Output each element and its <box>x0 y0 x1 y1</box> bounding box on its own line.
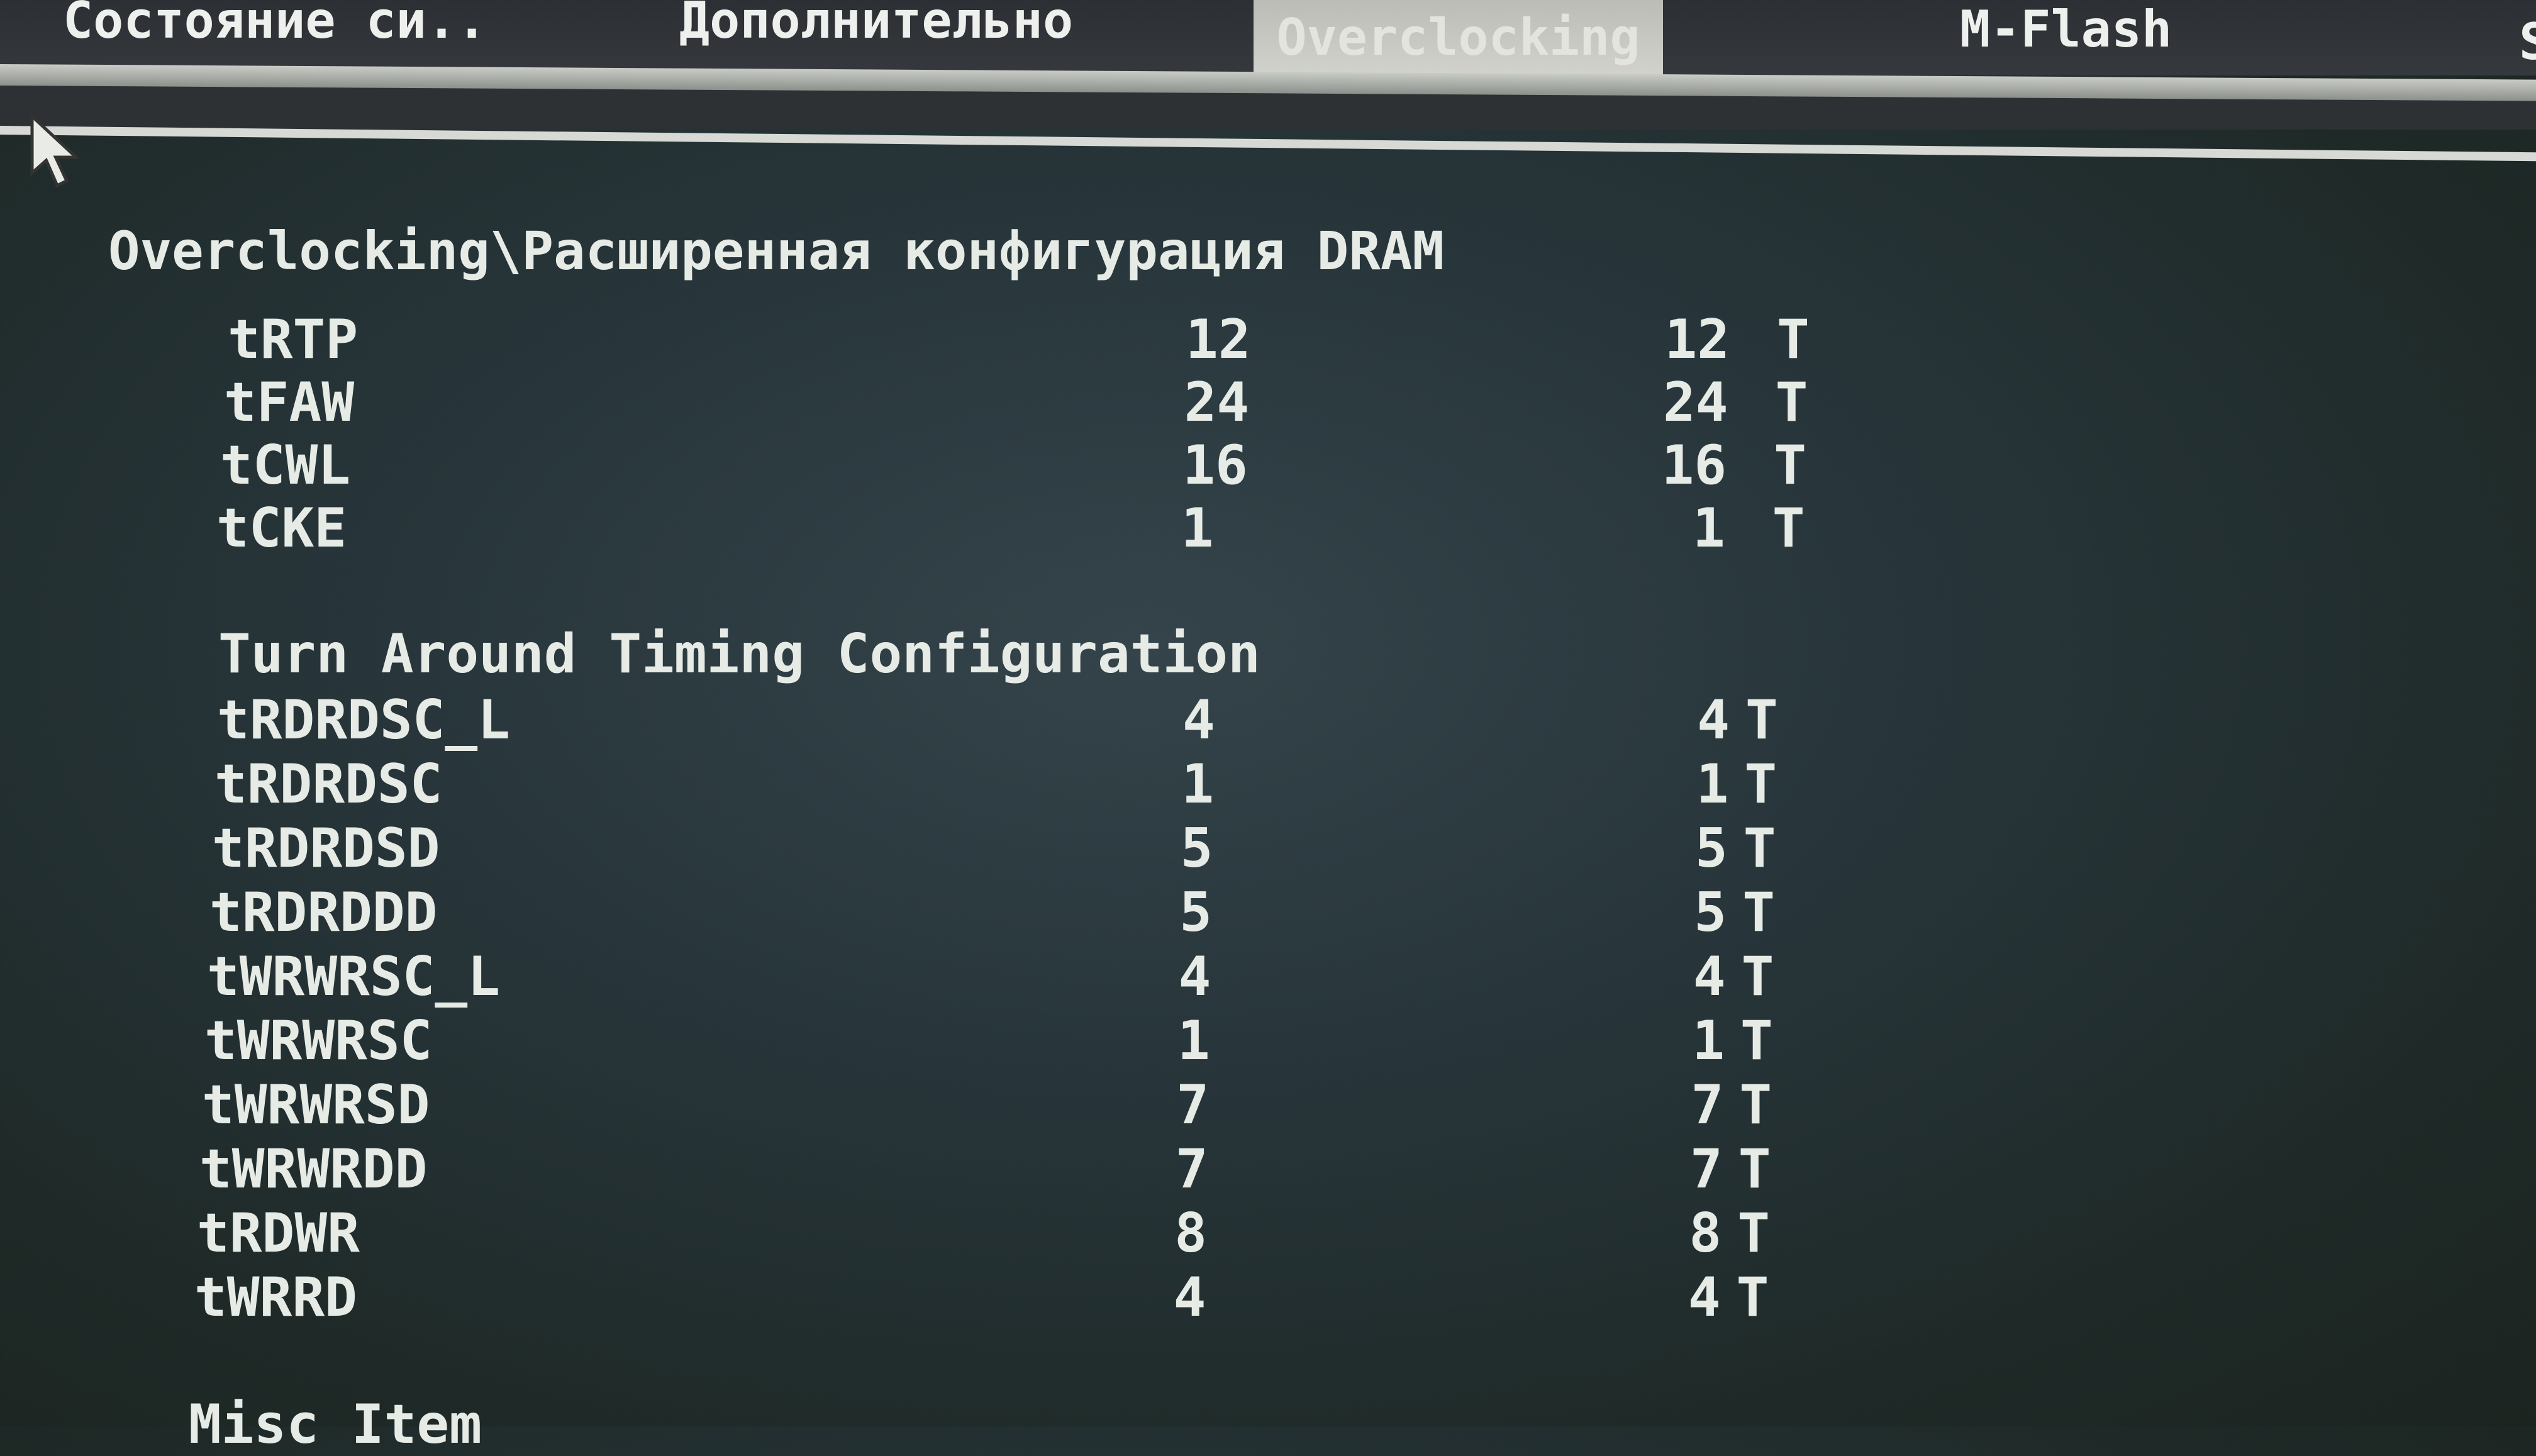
tab-partial[interactable]: S <box>2519 13 2536 71</box>
unit-label: T <box>1737 1202 1770 1265</box>
setting-value[interactable]: 4 <box>1688 1266 1721 1329</box>
unit-label: T <box>1777 308 1810 371</box>
current-value: 5 <box>1180 817 1213 880</box>
unit-label: T <box>1736 1266 1769 1329</box>
timing-row[interactable]: tCKE 1 1 T <box>216 497 2103 560</box>
unit-label: T <box>1742 881 1775 944</box>
tab-advanced[interactable]: Дополнительно <box>679 0 1074 50</box>
section-heading: Turn Around Timing Configuration <box>218 623 1260 686</box>
timing-row[interactable]: tRTP 12 12 T <box>228 308 2115 371</box>
tab-system-status[interactable]: Состояние си.. <box>63 0 487 50</box>
unit-label: T <box>1772 497 1805 560</box>
timing-row[interactable]: tWRRD 4 4 T <box>194 1266 2081 1329</box>
setting-value[interactable]: 7 <box>1690 1138 1723 1201</box>
timing-name: tRDWR <box>197 1202 360 1265</box>
setting-value[interactable]: 4 <box>1693 945 1726 1008</box>
unit-label: T <box>1738 1138 1771 1201</box>
timing-row[interactable]: tRDWR 8 8 T <box>197 1202 2084 1265</box>
current-value: 1 <box>1181 753 1215 816</box>
timing-row[interactable]: tWRWRSD 7 7 T <box>202 1074 2089 1136</box>
timing-name: tFAW <box>224 371 355 434</box>
timing-name: tWRWRSD <box>202 1074 430 1136</box>
timing-row[interactable]: tFAW 24 24 T <box>224 371 2111 434</box>
mouse-cursor-icon <box>30 113 81 188</box>
current-value: 12 <box>1186 308 1251 371</box>
unit-label: T <box>1743 817 1776 880</box>
timing-name: tCKE <box>216 497 347 560</box>
unit-label: T <box>1739 1074 1772 1136</box>
setting-value[interactable]: 1 <box>1692 1009 1725 1072</box>
current-value: 4 <box>1173 1266 1206 1329</box>
timing-row[interactable]: tRDRDSC 1 1 T <box>214 753 2101 816</box>
timing-row[interactable]: tCWL 16 16 T <box>220 434 2107 497</box>
current-value: 24 <box>1184 371 1250 434</box>
unit-label: T <box>1744 753 1777 816</box>
timing-name: tWRRD <box>194 1266 357 1329</box>
current-value: 5 <box>1179 881 1212 944</box>
setting-value[interactable]: 16 <box>1661 434 1727 497</box>
timing-name: tWRWRDD <box>199 1138 428 1201</box>
setting-value[interactable]: 1 <box>1696 753 1729 816</box>
setting-value[interactable]: 7 <box>1691 1074 1724 1136</box>
current-value: 7 <box>1175 1138 1208 1201</box>
tab-m-flash[interactable]: M-Flash <box>1960 0 2172 58</box>
setting-value[interactable]: 1 <box>1693 497 1725 560</box>
current-value: 1 <box>1181 497 1214 560</box>
timing-name: tRDRDDD <box>209 881 438 944</box>
unit-label: T <box>1774 434 1806 497</box>
setting-value[interactable]: 5 <box>1694 881 1727 944</box>
timing-name: tWRWRSC <box>204 1009 433 1072</box>
current-value: 16 <box>1182 434 1248 497</box>
current-value: 8 <box>1174 1202 1207 1265</box>
timing-row[interactable]: tWRWRSC_L 4 4 T <box>207 945 2094 1008</box>
timing-row[interactable]: tRDRDSD 5 5 T <box>212 817 2099 880</box>
content-divider <box>0 126 2536 162</box>
setting-value[interactable]: 24 <box>1663 371 1728 434</box>
setting-value[interactable]: 8 <box>1689 1202 1722 1265</box>
unit-label: T <box>1741 945 1774 1008</box>
timing-row[interactable]: tWRWRSC 1 1 T <box>204 1009 2091 1072</box>
current-value: 4 <box>1178 945 1211 1008</box>
timing-name: tRDRDSC <box>214 753 443 816</box>
timing-name: tWRWRSC_L <box>207 945 500 1008</box>
timing-name: tRDRDSD <box>212 817 440 880</box>
current-value: 7 <box>1176 1074 1210 1136</box>
breadcrumb: Overclocking\Расширенная конфигурация DR… <box>108 220 1445 282</box>
timing-row[interactable]: tRDRDDD 5 5 T <box>209 881 2096 944</box>
misc-section-heading: Misc Item <box>189 1393 482 1456</box>
unit-label: T <box>1740 1009 1773 1072</box>
timing-name: tRTP <box>228 308 359 371</box>
setting-value[interactable]: 4 <box>1697 689 1730 752</box>
current-value: 1 <box>1177 1009 1210 1072</box>
timing-row[interactable]: tWRWRDD 7 7 T <box>199 1138 2086 1201</box>
unit-label: T <box>1775 371 1808 434</box>
timing-name: tRDRDSC_L <box>217 689 510 752</box>
timing-name: tCWL <box>220 434 351 497</box>
current-value: 4 <box>1182 689 1215 752</box>
setting-value[interactable]: 12 <box>1664 308 1730 371</box>
setting-value[interactable]: 5 <box>1695 817 1728 880</box>
timing-row[interactable]: tRDRDSC_L 4 4 T <box>217 689 2104 752</box>
unit-label: T <box>1745 689 1778 752</box>
